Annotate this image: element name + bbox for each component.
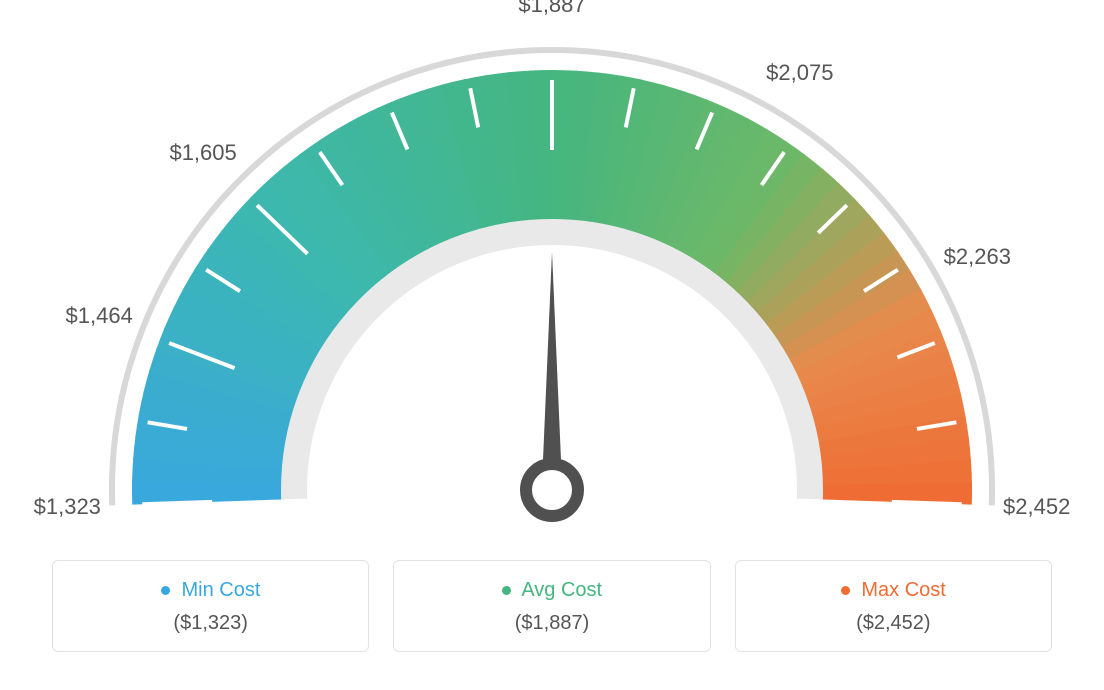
legend-title-text: Max Cost [861, 579, 945, 601]
gauge-tick-label: $1,464 [66, 303, 133, 329]
gauge-tick-label: $1,605 [169, 140, 236, 166]
gauge-tick-label: $1,887 [518, 0, 585, 18]
gauge-tick-label: $2,263 [944, 244, 1011, 270]
legend-value-avg: ($1,887) [404, 612, 699, 635]
legend-card-min: Min Cost ($1,323) [52, 560, 369, 652]
legend-title-max: Max Cost [746, 579, 1041, 602]
gauge-tick-label: $1,323 [34, 494, 101, 520]
legend-title-min: Min Cost [63, 579, 358, 602]
legend-row: Min Cost ($1,323) Avg Cost ($1,887) Max … [52, 560, 1052, 652]
legend-card-avg: Avg Cost ($1,887) [393, 560, 710, 652]
legend-title-text: Min Cost [181, 579, 260, 601]
gauge-svg [22, 20, 1082, 540]
gauge-tick [892, 502, 962, 504]
gauge-needle [543, 252, 561, 460]
gauge-tick [142, 502, 212, 504]
legend-value-max: ($2,452) [746, 612, 1041, 635]
dot-icon [502, 586, 511, 595]
dot-icon [841, 586, 850, 595]
gauge-tick-label: $2,075 [766, 60, 833, 86]
gauge-needle-hub-inner [538, 476, 566, 504]
legend-title-text: Avg Cost [521, 579, 602, 601]
gauge-tick-label: $2,452 [1003, 494, 1070, 520]
legend-value-min: ($1,323) [63, 612, 358, 635]
gauge-chart: $1,323$1,464$1,605$1,887$2,075$2,263$2,4… [22, 20, 1082, 540]
legend-title-avg: Avg Cost [404, 579, 699, 602]
dot-icon [161, 586, 170, 595]
legend-card-max: Max Cost ($2,452) [735, 560, 1052, 652]
